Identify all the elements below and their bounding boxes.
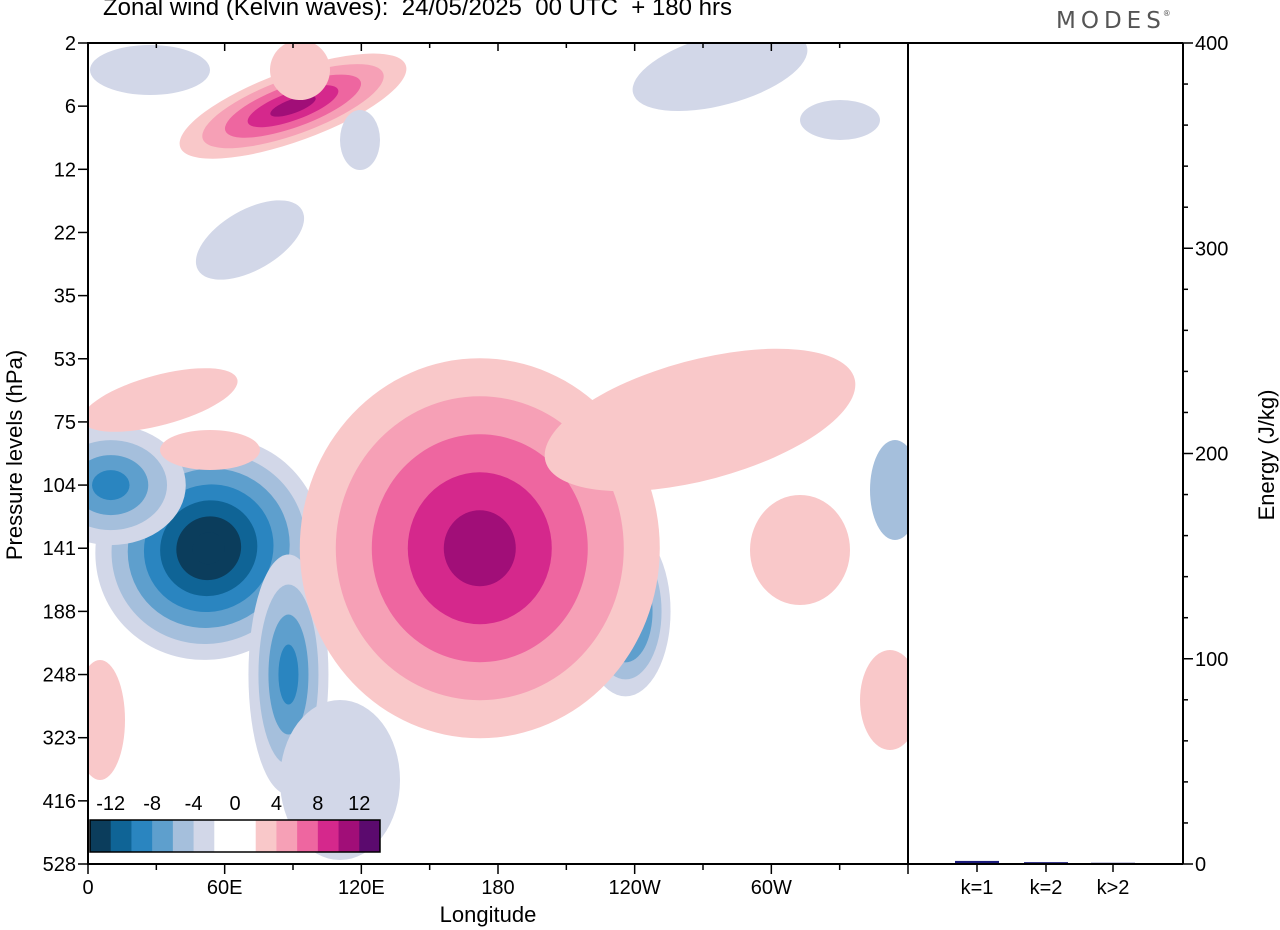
y-tick-label: 104 (43, 475, 76, 497)
contour-weak-7 (544, 348, 856, 492)
x-tick-label: 60W (751, 877, 792, 899)
energy-bar (955, 860, 999, 864)
contour-weak-2 (340, 110, 380, 170)
contour-positive-4-band (443, 510, 516, 587)
colorbar-swatch (214, 820, 236, 852)
contour-negative-0-band (192, 532, 225, 565)
contour-weak-5 (88, 368, 238, 432)
contour-negative-1-band (92, 470, 130, 501)
x-tick-label: 0 (82, 877, 93, 899)
colorbar-swatch (297, 820, 319, 852)
axes (78, 42, 1193, 874)
y-tick-label: 188 (43, 601, 76, 623)
y-tick-label: 75 (54, 412, 76, 434)
contour-negative-3-band (278, 644, 299, 705)
energy-tick-label: 200 (1195, 444, 1228, 466)
contour-weak-3 (632, 43, 808, 112)
contour-weak-band (160, 430, 260, 470)
colorbar-swatch (317, 820, 340, 852)
heatmap-contours (88, 43, 908, 860)
y-tick-label: 141 (43, 538, 76, 560)
category-label: k=2 (1030, 877, 1063, 899)
contour-positive-5-band (270, 95, 316, 117)
energy-tick-label: 300 (1195, 238, 1228, 260)
contour-weak-10 (88, 660, 125, 780)
contour-weak-band (270, 43, 330, 100)
x-tick-label: 120E (338, 877, 385, 899)
colorbar-tick-label: -8 (143, 793, 161, 815)
y-tick-label: 248 (43, 665, 76, 687)
colorbar-frame (89, 819, 381, 853)
x-axis-title: Longitude (440, 902, 537, 927)
category-label: k=1 (961, 877, 994, 899)
energy-tick-label: 400 (1195, 33, 1228, 55)
colorbar-tick-label: -12 (96, 793, 125, 815)
x-tick-label: 120W (609, 877, 661, 899)
colorbar-swatch (90, 820, 112, 852)
contour-weak-band (195, 200, 305, 280)
colorbar-tick-label: -4 (185, 793, 203, 815)
contour-weak-band (88, 368, 238, 432)
colorbar-swatch (235, 820, 257, 852)
contour-weak-0 (90, 45, 210, 95)
category-label: k>2 (1097, 877, 1130, 899)
y-tick-label: 528 (43, 854, 76, 876)
contour-weak-12 (195, 200, 305, 280)
y-tick-label: 2 (65, 33, 76, 55)
y-tick-label: 6 (65, 96, 76, 118)
contour-weak-band (750, 495, 850, 605)
colorbar-tick-label: 4 (271, 793, 282, 815)
contour-weak-4 (800, 100, 880, 140)
contour-weak-8 (750, 495, 850, 605)
contour-weak-6 (160, 430, 260, 470)
colorbar-swatch (338, 820, 360, 852)
contour-weak-1 (270, 43, 330, 100)
brand-logo: MODES® (1056, 8, 1171, 34)
brand-text: MODES (1056, 8, 1166, 34)
colorbar-tick-label: 8 (312, 793, 323, 815)
contour-weak-band (90, 45, 210, 95)
contour-weak-13 (870, 440, 908, 540)
x-tick-label: 60E (207, 877, 243, 899)
contour-weak-band (800, 100, 880, 140)
colorbar-swatch (276, 820, 298, 852)
y-tick-label: 35 (54, 286, 76, 308)
contour-weak-9 (860, 650, 908, 750)
colorbar-tick-label: 12 (348, 793, 370, 815)
brand-mark: ® (1162, 9, 1171, 18)
x-tick-label: 180 (481, 877, 514, 899)
colorbar-swatch (255, 820, 277, 852)
contour-weak-band (860, 650, 908, 750)
contour-weak-band (544, 348, 856, 492)
colorbar-swatch (359, 820, 381, 852)
colorbar-swatch (152, 820, 174, 852)
contour-weak-band (88, 660, 125, 780)
y-tick-label: 53 (54, 349, 76, 371)
y-tick-label: 22 (54, 222, 76, 244)
chart-title: Zonal wind (Kelvin waves): 24/05/2025 00… (103, 0, 732, 21)
contour-weak-band (340, 110, 380, 170)
colorbar-swatch (193, 820, 215, 852)
energy-tick-label: 0 (1195, 854, 1206, 876)
y-tick-label: 12 (54, 159, 76, 181)
y-tick-label: 416 (43, 791, 76, 813)
contour-weak-band (632, 43, 808, 112)
contour-weak-band (870, 440, 908, 540)
colorbar-swatch (172, 820, 195, 852)
colorbar-swatch (110, 820, 132, 852)
energy-axis-title: Energy (J/kg) (1254, 390, 1279, 521)
colorbar-tick-label: 0 (229, 793, 240, 815)
contour-negative-1 (88, 425, 186, 546)
colorbar: -12 -8 -4 0 4 8 12 (89, 793, 381, 853)
y-axis-title: Pressure levels (hPa) (2, 350, 27, 560)
y-tick-label: 323 (43, 728, 76, 750)
colorbar-swatch (131, 820, 153, 852)
contour-positive-5 (179, 53, 407, 159)
energy-tick-label: 100 (1195, 649, 1228, 671)
